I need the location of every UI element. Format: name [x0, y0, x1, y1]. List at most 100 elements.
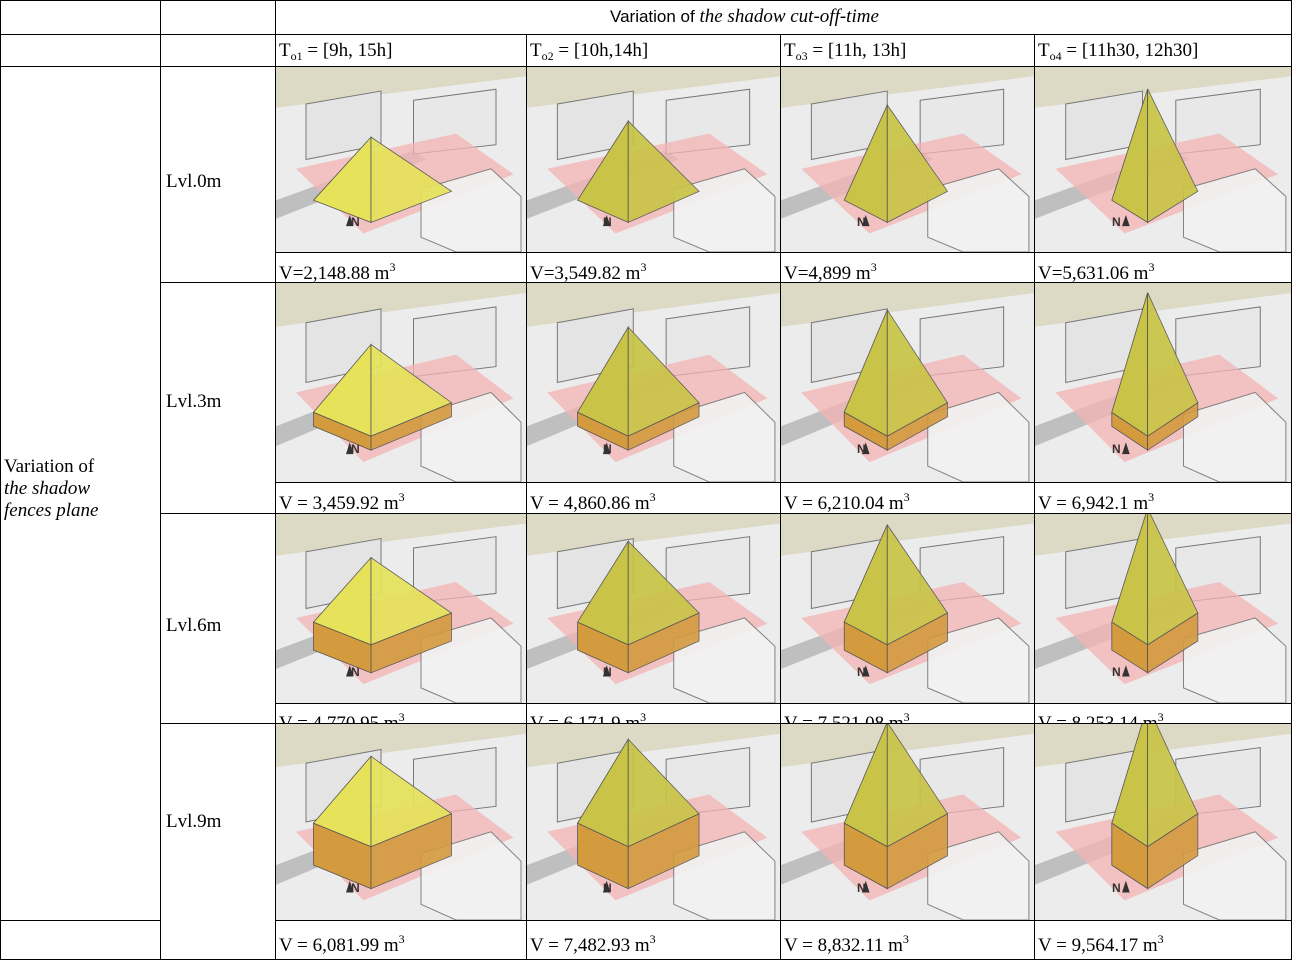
model-render-r0-c3: N	[1035, 67, 1291, 252]
north-arrow-label: N	[857, 665, 866, 679]
model-render-r3-c1: N	[527, 724, 780, 920]
volume-unit-exponent: 3	[649, 932, 656, 946]
north-arrow-label: N	[351, 665, 360, 679]
level-label-0: Lvl.0m	[166, 171, 222, 192]
value-separator	[1035, 703, 1291, 704]
top-header-prefix: Variation of	[610, 7, 700, 26]
model-render-r0-c2: N	[781, 67, 1034, 252]
table-divider-h3	[160, 282, 1292, 283]
model-render-r2-c2: N	[781, 514, 1034, 703]
value-separator	[1035, 252, 1291, 253]
row-group-line2: the shadow	[4, 478, 91, 499]
volume-r0-c3: V=5,631.06 m3	[1038, 256, 1154, 285]
volume-value: V=2,148.88 m	[279, 263, 390, 284]
volume-unit-exponent: 3	[1148, 260, 1155, 274]
table-divider-v3	[526, 34, 527, 960]
model-render-r2-c1: N	[527, 514, 780, 703]
column-header-3: To3 = [11h, 13h]	[784, 40, 906, 67]
value-separator	[527, 703, 780, 704]
volume-r0-c2: V=4,899 m3	[784, 256, 877, 285]
top-header-italic: the shadow cut-off-time	[699, 6, 879, 27]
volume-r1-c1: V = 4,860.86 m3	[530, 486, 656, 515]
col3-range: = [11h, 13h]	[807, 40, 907, 61]
volume-value: V = 9,564.17 m	[1038, 935, 1158, 956]
volume-r0-c1: V=3,549.82 m3	[530, 256, 646, 285]
col1-sym: T	[279, 40, 291, 61]
level-label-3: Lvl.9m	[166, 811, 222, 832]
north-arrow-label: N	[351, 442, 360, 456]
model-render-r3-c3: N	[1035, 724, 1291, 920]
volume-r1-c3: V = 6,942.1 m3	[1038, 486, 1154, 515]
model-render-r3-c2: N	[781, 724, 1034, 920]
volume-unit-exponent: 3	[398, 710, 405, 724]
volume-value: V = 4,860.86 m	[530, 493, 650, 514]
north-arrow-label: N	[1112, 881, 1121, 895]
top-header: Variation of the shadow cut-off-time	[610, 6, 879, 28]
value-separator	[276, 920, 526, 921]
model-render-r1-c3: N	[1035, 283, 1291, 482]
col3-sym: T	[784, 40, 796, 61]
table-divider-h6	[0, 920, 161, 921]
value-separator	[276, 703, 526, 704]
volume-r3-c0: V = 6,081.99 m3	[279, 928, 405, 957]
model-render-r1-c1: N	[527, 283, 780, 482]
column-header-1: To1 = [9h, 15h]	[279, 40, 392, 67]
model-render-r1-c0: N	[276, 283, 526, 482]
north-arrow-label: N	[603, 665, 612, 679]
volume-unit-exponent: 3	[389, 260, 396, 274]
value-separator	[527, 252, 780, 253]
column-header-2: To2 = [10h,14h]	[530, 40, 648, 67]
volume-r3-c3: V = 9,564.17 m3	[1038, 928, 1164, 957]
table-divider-v2	[275, 0, 276, 960]
col2-sym: T	[530, 40, 542, 61]
north-arrow-label: N	[857, 442, 866, 456]
north-arrow-label: N	[857, 881, 866, 895]
volume-value: V = 7,482.93 m	[530, 935, 650, 956]
value-separator	[781, 703, 1034, 704]
row-group-line1: Variation of	[4, 456, 95, 477]
volume-unit-exponent: 3	[640, 710, 647, 724]
value-separator	[781, 920, 1034, 921]
volume-unit-exponent: 3	[398, 932, 405, 946]
table-divider-v5	[1034, 34, 1035, 960]
table-divider-h4	[160, 513, 1292, 514]
volume-value: V=4,899 m	[784, 263, 871, 284]
north-arrow-label: N	[1112, 665, 1121, 679]
north-arrow-label: N	[351, 215, 360, 229]
volume-unit-exponent: 3	[903, 710, 910, 724]
table-divider-h5	[160, 723, 1292, 724]
table-divider-v1	[160, 0, 161, 960]
north-arrow-label: N	[603, 442, 612, 456]
model-render-r0-c0: N	[276, 67, 526, 252]
table-border-top	[0, 0, 1292, 1]
north-arrow-label: N	[351, 881, 360, 895]
model-render-r2-c0: N	[276, 514, 526, 703]
volume-r0-c0: V=2,148.88 m3	[279, 256, 395, 285]
level-label-1: Lvl.3m	[166, 391, 222, 412]
col4-range: = [11h30, 12h30]	[1061, 40, 1199, 61]
volume-value: V = 8,832.11 m	[784, 935, 903, 956]
volume-unit-exponent: 3	[1157, 710, 1164, 724]
volume-unit-exponent: 3	[870, 260, 877, 274]
volume-unit-exponent: 3	[903, 490, 910, 504]
col2-sub: o2	[541, 49, 554, 63]
volume-r1-c0: V = 3,459.92 m3	[279, 486, 405, 515]
volume-unit-exponent: 3	[1148, 490, 1155, 504]
volume-r1-c2: V = 6,210.04 m3	[784, 486, 910, 515]
col1-range: = [9h, 15h]	[302, 40, 393, 61]
value-separator	[781, 482, 1034, 483]
value-separator	[276, 252, 526, 253]
volume-value: V = 6,081.99 m	[279, 935, 399, 956]
table-border-left	[0, 0, 1, 960]
model-render-r3-c0: N	[276, 724, 526, 920]
volume-unit-exponent: 3	[902, 932, 909, 946]
north-arrow-label: N	[1112, 215, 1121, 229]
volume-unit-exponent: 3	[1157, 932, 1164, 946]
col3-sub: o3	[795, 49, 808, 63]
value-separator	[1035, 920, 1291, 921]
value-separator	[527, 920, 780, 921]
col4-sub: o4	[1049, 49, 1062, 63]
volume-value: V=3,549.82 m	[530, 263, 641, 284]
row-group-line3: fences plane	[4, 500, 99, 521]
col2-range: = [10h,14h]	[553, 40, 649, 61]
